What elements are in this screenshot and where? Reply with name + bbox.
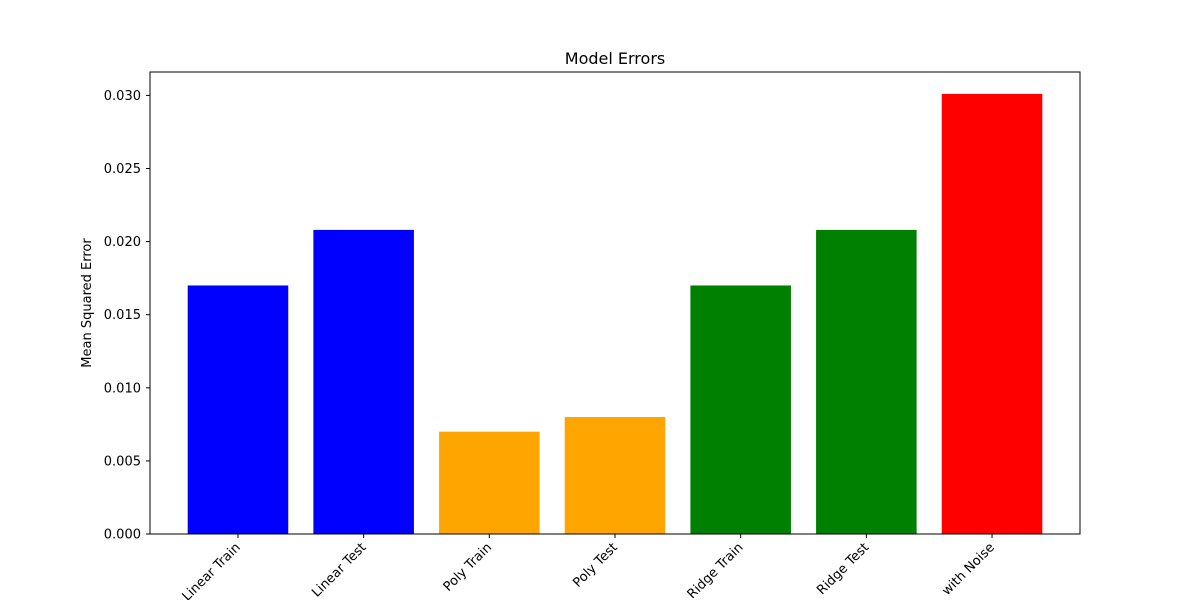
x-tick-label: with Noise	[939, 540, 998, 599]
x-axis-ticks: Linear Train Linear Test Poly Train Poly Te…	[180, 534, 998, 604]
x-tick-label: Poly Test	[570, 540, 620, 590]
bar-linear-train	[187, 285, 289, 534]
y-tick-label: 0.010	[104, 381, 141, 396]
chart-title: Model Errors	[565, 49, 665, 68]
bar-with-noise	[941, 93, 1043, 535]
y-axis-label: Mean Squared Error	[80, 238, 95, 368]
plot-area-frame	[149, 71, 1081, 535]
y-tick-label: 0.005	[104, 454, 141, 469]
x-tick-label: Ridge Test	[814, 540, 872, 598]
bar-ridge-train	[690, 285, 791, 534]
bars-group	[187, 93, 1043, 535]
bar-poly-train	[439, 431, 540, 534]
bar-ridge-test	[816, 229, 917, 534]
bar-linear-test	[313, 229, 414, 534]
bar-poly-test	[564, 417, 666, 534]
x-tick-label: Linear Train	[180, 540, 244, 600]
y-tick-label: 0.015	[104, 308, 141, 323]
x-tick-label: Linear Test	[309, 540, 369, 600]
x-tick-label: Ridge Train	[685, 540, 747, 600]
y-axis-ticks: 0.000 0.005 0.010 0.015 0.020 0.025 0.030	[104, 89, 150, 543]
y-tick-label: 0.025	[104, 162, 141, 177]
y-tick-label: 0.000	[104, 528, 141, 543]
y-tick-label: 0.030	[104, 89, 141, 104]
x-tick-label: Poly Train	[441, 540, 495, 594]
y-tick-label: 0.020	[104, 235, 141, 250]
